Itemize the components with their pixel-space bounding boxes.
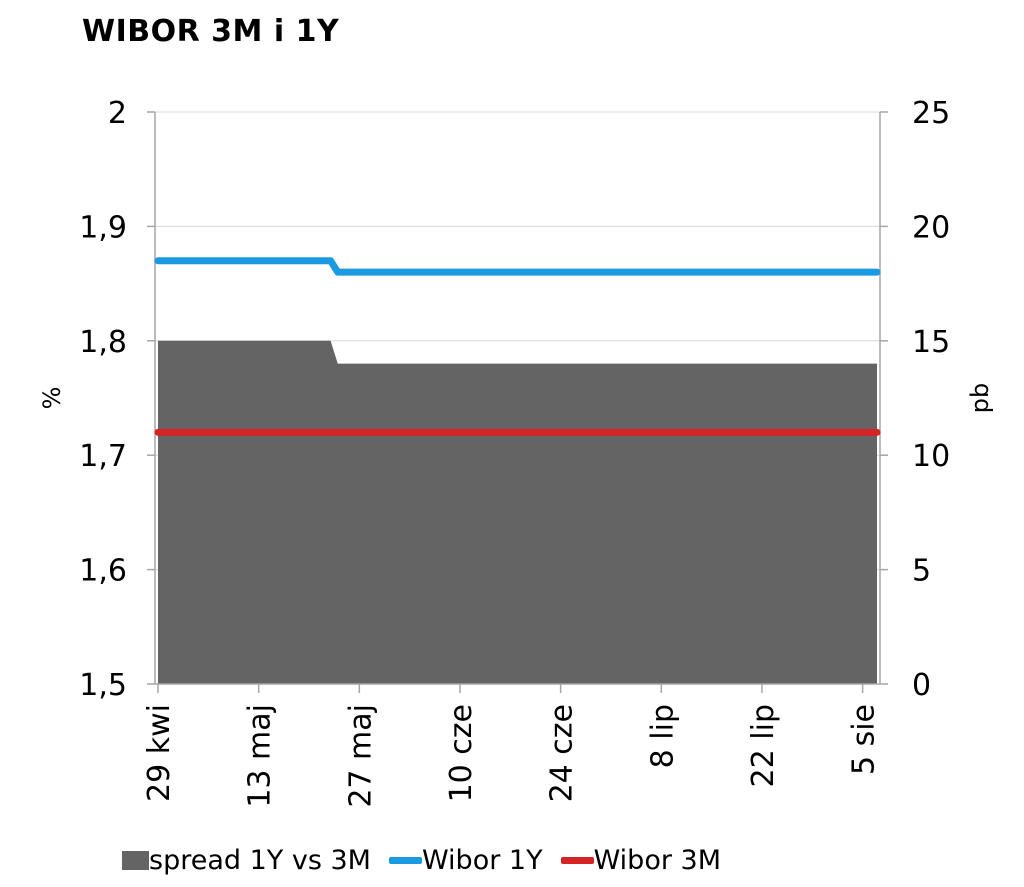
legend-item-wibor-3m: Wibor 3M — [560, 844, 721, 876]
y-tick-label-right: 5 — [912, 554, 931, 589]
x-tick-label: 27 maj — [343, 704, 378, 808]
legend-swatch-wibor-1y — [388, 856, 422, 864]
y-tick-label-left: 1,5 — [79, 668, 127, 703]
y-tick-label-right: 0 — [912, 668, 931, 703]
legend: spread 1Y vs 3M Wibor 1Y Wibor 3M — [122, 842, 721, 878]
chart-title: WIBOR 3M i 1Y — [82, 14, 340, 49]
legend-label-wibor-3m: Wibor 3M — [593, 844, 721, 876]
legend-swatch-spread — [122, 850, 149, 870]
legend-item-wibor-1y: Wibor 1Y — [388, 844, 543, 876]
y-tick-label-right: 10 — [912, 439, 950, 474]
series-area-spread — [158, 340, 877, 684]
y-tick-label-right: 25 — [912, 96, 950, 131]
x-tick-label: 5 sie — [847, 704, 882, 775]
x-tick-label: 13 maj — [243, 704, 278, 808]
x-tick-label: 22 lip — [746, 704, 781, 787]
y-tick-label-right: 15 — [912, 325, 950, 360]
x-tick-label: 10 cze — [444, 704, 479, 802]
y-tick-label-left: 1,8 — [79, 325, 127, 360]
legend-swatch-wibor-3m — [560, 856, 594, 864]
legend-label-wibor-1y: Wibor 1Y — [421, 844, 543, 876]
y-tick-label-left: 1,6 — [79, 554, 127, 589]
legend-item-spread: spread 1Y vs 3M — [122, 845, 371, 876]
y-tick-label-left: 2 — [108, 96, 127, 131]
x-tick-label: 29 kwi — [142, 704, 177, 802]
y-tick-label-left: 1,9 — [79, 210, 127, 245]
x-tick-label: 24 cze — [545, 704, 580, 802]
legend-label-spread: spread 1Y vs 3M — [149, 844, 371, 876]
y-axis-title-left: % — [38, 387, 66, 410]
y-axis-title-right: pb — [966, 383, 994, 413]
y-tick-label-right: 20 — [912, 210, 950, 245]
y-tick-label-left: 1,7 — [79, 439, 127, 474]
series-line-wibor-1y — [154, 257, 881, 276]
x-tick-label: 8 lip — [645, 704, 680, 768]
